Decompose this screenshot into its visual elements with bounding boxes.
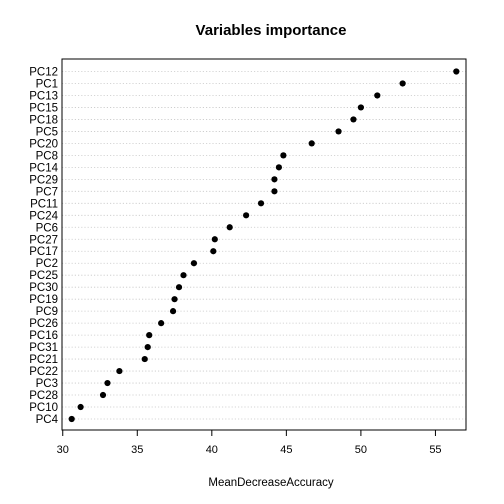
data-point [99,391,107,399]
data-point [180,272,187,279]
data-point [210,248,217,255]
data-point [190,260,198,267]
category-label: PC11 [30,198,58,210]
data-point [271,176,278,183]
category-label: PC20 [29,138,58,150]
chart-title: Variables importance [196,22,347,39]
x-axis-label: MeanDecreaseAccuracy [208,477,334,489]
category-label: PC26 [29,318,58,330]
data-point [399,80,406,87]
category-label: PC16 [29,330,58,342]
data-point [308,140,315,147]
data-point [374,92,381,99]
data-point [280,152,287,159]
data-point [271,188,278,195]
category-label: PC2 [36,258,58,270]
data-point [104,379,111,387]
category-label: PC8 [36,150,58,162]
plot-frame [61,58,467,431]
category-label: PC3 [36,378,58,390]
x-tick-label: 55 [429,444,441,456]
category-label: PC7 [36,186,58,198]
category-label: PC27 [29,234,58,246]
gridlines [62,71,466,420]
category-label: PC24 [29,210,58,222]
category-label: PC4 [36,414,59,426]
category-label: PC22 [29,366,58,378]
category-label: PC19 [29,294,58,306]
category-label: PC9 [36,306,58,318]
data-point [77,403,84,411]
x-tick-label: 45 [280,444,292,456]
category-label: PC31 [29,342,58,354]
data-point [335,128,342,135]
data-point [257,200,265,207]
data-point [275,164,283,171]
data-points [68,68,460,423]
data-point [175,284,183,291]
category-label: PC5 [36,126,58,138]
category-label: PC17 [29,246,58,258]
data-point [68,415,75,423]
category-label: PC13 [29,90,58,102]
category-label: PC6 [36,222,58,234]
data-point [350,116,357,123]
data-point [211,236,218,243]
data-point [146,332,153,339]
category-label: PC28 [29,390,58,402]
x-tick-label: 50 [355,444,367,456]
category-labels: PC12PC1PC13PC15PC18PC5PC20PC8PC14PC29PC7… [29,67,58,427]
data-point [169,308,177,315]
category-label: PC15 [29,102,58,114]
data-point [243,212,250,219]
category-label: PC30 [29,282,58,294]
category-label: PC10 [29,402,58,414]
data-point [141,355,148,363]
data-point [171,296,178,303]
data-point [453,68,460,75]
category-label: PC14 [29,162,58,174]
x-axis: 30 35 40 45 50 55 [57,429,442,456]
category-label: PC25 [29,270,58,282]
data-point [357,104,365,111]
x-tick-label: 35 [131,444,143,456]
category-label: PC21 [29,354,58,366]
category-label: PC1 [36,78,58,90]
x-tick-label: 40 [206,444,218,456]
data-point [226,224,233,231]
category-label: PC18 [29,114,58,126]
data-point [158,320,165,327]
data-point [116,367,123,375]
category-label: PC12 [29,67,58,79]
data-point [144,344,151,351]
category-label: PC29 [29,174,58,186]
x-tick-label: 30 [57,444,69,456]
